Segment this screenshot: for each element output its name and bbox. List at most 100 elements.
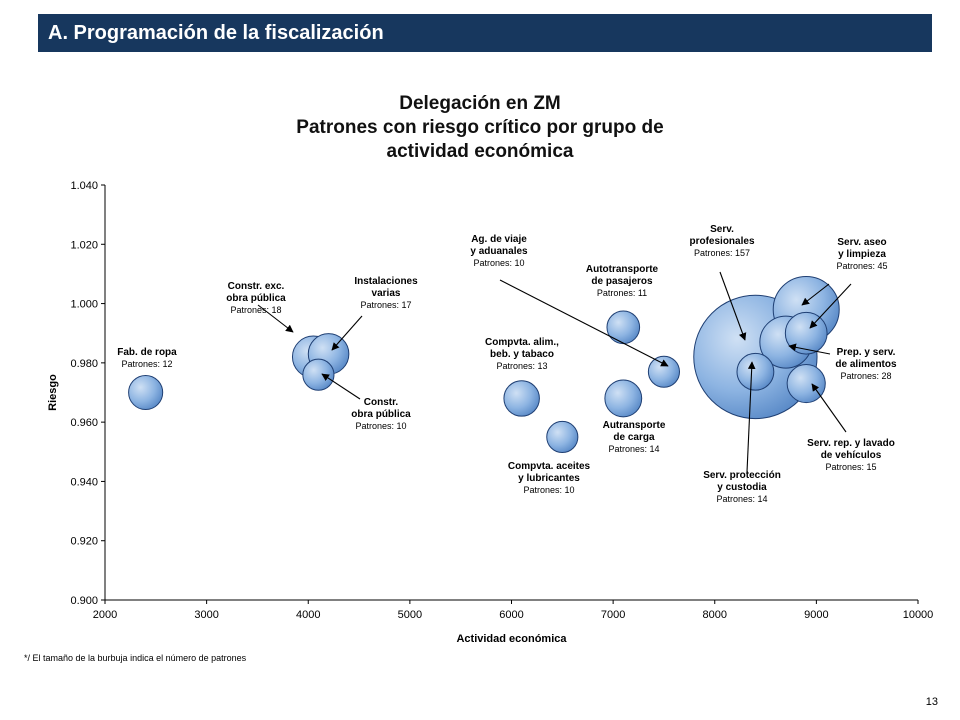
bubble-label-name: obra pública (226, 293, 286, 304)
bubble-label-name: de alimentos (835, 359, 897, 370)
x-tick-label: 10000 (903, 609, 934, 621)
callout-arrow (788, 343, 831, 355)
callout-arrow (801, 283, 830, 306)
y-tick-label: 1.020 (70, 239, 98, 251)
bubble (503, 380, 540, 417)
bubble-label-count: Patrones: 18 (230, 305, 281, 315)
footnote: */ El tamaño de la burbuja indica el núm… (24, 653, 247, 663)
y-tick-label: 0.940 (70, 476, 98, 488)
y-tick-label: 0.960 (70, 417, 98, 429)
bubble-label-name: y limpieza (838, 249, 886, 260)
callout-arrow (719, 271, 747, 341)
bubble (786, 364, 826, 404)
bubble-label-count: Patrones: 10 (523, 485, 574, 495)
y-tick-label: 1.000 (70, 299, 98, 311)
bubble (128, 374, 164, 411)
bubble-label-name: Constr. exc. (228, 281, 285, 292)
callout-arrow (331, 315, 363, 351)
chart-title-line-2: Patrones con riesgo crítico por grupo de (296, 117, 664, 138)
bubble-label-name: y lubricantes (518, 473, 580, 484)
y-tick-label: 1.040 (70, 180, 98, 192)
section-header: A. Programación de la fiscalización (38, 14, 932, 52)
bubble-label-count: Patrones: 14 (608, 444, 659, 454)
chart-title: Delegación en ZM Patrones con riesgo crí… (180, 92, 780, 164)
bubble-label-name: Serv. protección (703, 470, 781, 481)
bubble (784, 311, 828, 355)
bubble-label-name: Autransporte (603, 420, 666, 431)
x-tick-label: 9000 (804, 609, 828, 621)
bubble-label-name: Serv. aseo (837, 237, 886, 248)
bubble-label-name: Fab. de ropa (117, 347, 177, 358)
section-title: A. Programación de la fiscalización (48, 21, 384, 44)
bubble-label-count: Patrones: 11 (597, 288, 647, 298)
bubble-label-count: Patrones: 15 (825, 462, 876, 472)
bubble-label-count: Patrones: 13 (496, 361, 547, 371)
bubble-label-name: obra pública (351, 409, 411, 420)
y-tick-label: 0.980 (70, 358, 98, 370)
bubble-label-name: beb. y tabaco (490, 349, 554, 360)
bubble-label-name: Serv. rep. y lavado (807, 438, 895, 449)
bubble-label-name: varias (372, 288, 401, 299)
bubble-label-name: Compvta. alim., (485, 337, 559, 348)
callout-arrow (321, 373, 361, 400)
bubble-label-name: profesionales (689, 236, 754, 247)
page-number: 13 (925, 696, 938, 708)
x-tick-label: 7000 (601, 609, 625, 621)
x-tick-label: 3000 (194, 609, 218, 621)
bubble-label-count: Patrones: 10 (473, 258, 524, 268)
x-axis-title: Actividad económica (456, 633, 567, 645)
y-tick-label: 0.920 (70, 536, 98, 548)
callout-arrow (811, 383, 847, 433)
y-tick-label: 0.900 (70, 595, 98, 607)
callout-arrow (809, 283, 852, 329)
bubble-label-count: Patrones: 17 (360, 300, 411, 310)
callout-arrow (257, 304, 294, 333)
x-tick-label: 2000 (93, 609, 117, 621)
bubble-label-count: Patrones: 14 (716, 494, 767, 504)
bubble (736, 352, 775, 391)
bubble (604, 379, 643, 418)
bubble-label-name: de carga (613, 432, 655, 443)
bubble-label-name: Compvta. aceites (508, 461, 591, 472)
bubble-label-name: y aduanales (470, 246, 528, 257)
bubble-label-count: Patrones: 45 (836, 261, 887, 271)
bubble-label-name: Ag. de viaje (471, 234, 527, 245)
x-tick-label: 6000 (499, 609, 523, 621)
bubble-label-name: Constr. (364, 397, 399, 408)
bubble (302, 358, 335, 391)
bubble (606, 310, 641, 345)
bubble-label-name: Autotransporte (586, 264, 659, 275)
callout-arrow (746, 361, 756, 473)
bubble-label-count: Patrones: 10 (355, 421, 406, 431)
x-tick-label: 5000 (398, 609, 422, 621)
x-tick-label: 8000 (703, 609, 727, 621)
callout-arrow (499, 279, 669, 367)
bubble (647, 355, 680, 388)
bubble-label-name: y custodia (717, 482, 767, 493)
bubble (546, 420, 579, 454)
bubble-label-count: Patrones: 28 (840, 371, 891, 381)
bubble-label-count: Patrones: 12 (121, 359, 172, 369)
bubble-label-name: Prep. y serv. (837, 347, 896, 358)
y-axis-title: Riesgo (47, 374, 59, 411)
x-tick-label: 4000 (296, 609, 320, 621)
chart-title-line-3: actividad económica (386, 141, 574, 162)
bubble-label-name: de pasajeros (591, 276, 653, 287)
bubble-label-name: Serv. (710, 224, 734, 235)
chart-title-line-1: Delegación en ZM (399, 93, 561, 114)
bubble-label-name: Instalaciones (354, 276, 418, 287)
